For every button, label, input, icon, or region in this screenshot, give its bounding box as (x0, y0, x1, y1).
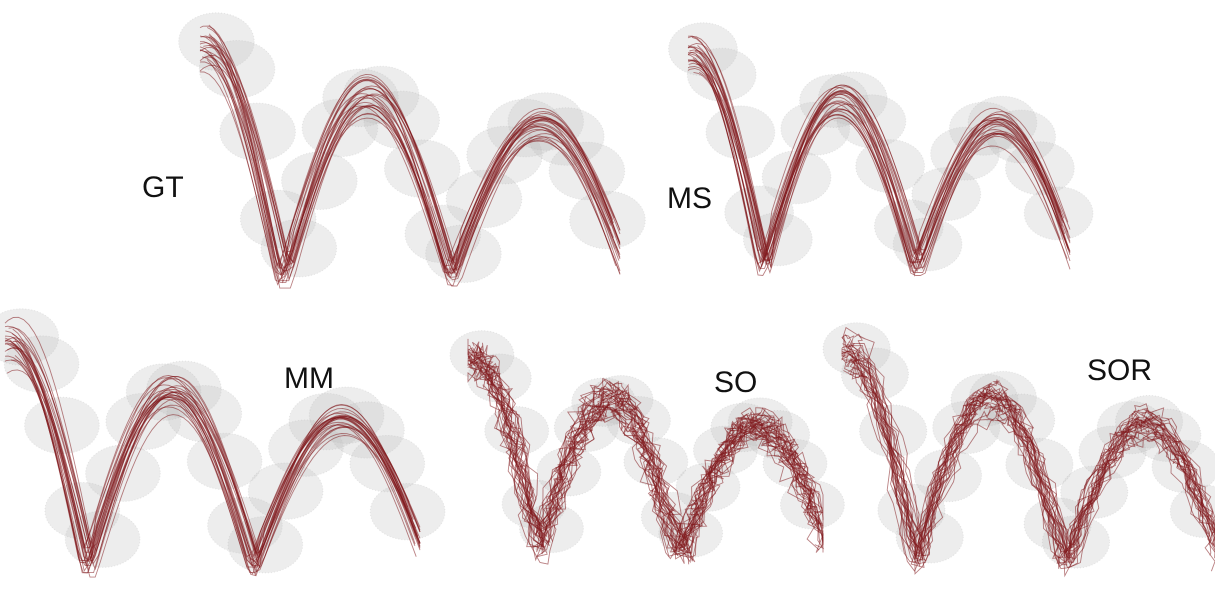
panel-label: MM (284, 362, 334, 395)
panel-label: SO (714, 366, 757, 399)
figure: GT MS MM SO SOR (0, 0, 1215, 596)
page: GT MS MM SO SOR (() => { const data = JS… (0, 0, 1215, 596)
trajectory-panels (0, 13, 1215, 577)
panel-label: GT (142, 171, 184, 204)
panel-label: MS (667, 182, 712, 215)
panel-label: SOR (1087, 354, 1152, 387)
